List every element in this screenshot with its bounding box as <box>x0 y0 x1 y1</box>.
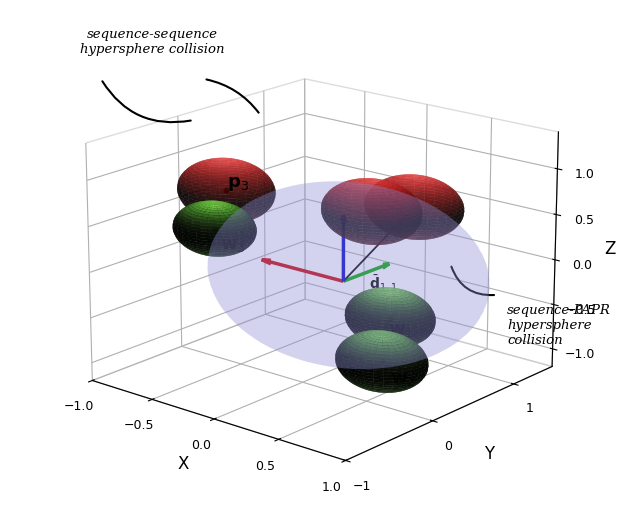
Y-axis label: Y: Y <box>484 445 495 463</box>
X-axis label: X: X <box>178 455 189 474</box>
Text: sequence-sequence
hypersphere collision: sequence-sequence hypersphere collision <box>80 27 225 55</box>
Text: sequence-PAPR
hypersphere
collision: sequence-PAPR hypersphere collision <box>507 304 611 347</box>
